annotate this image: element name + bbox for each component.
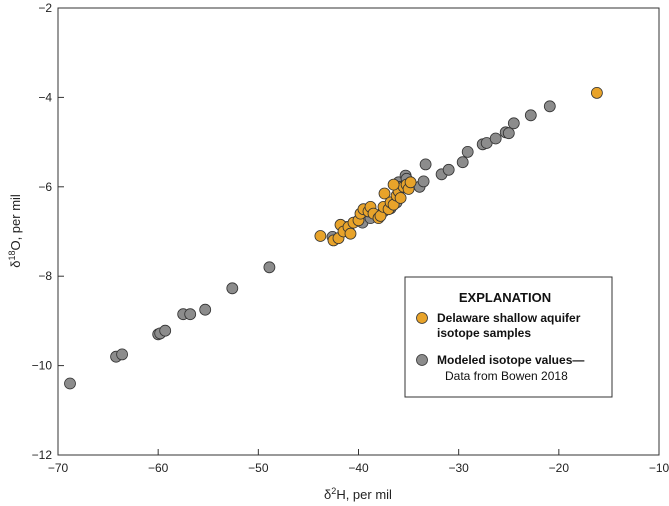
- legend-marker-delaware: [416, 312, 428, 324]
- point-modeled-value: [226, 282, 239, 295]
- point-delaware-sample: [591, 87, 603, 99]
- point-modeled-value: [263, 261, 276, 274]
- x-tick-label: −60: [148, 461, 169, 475]
- x-tick-label: −30: [448, 461, 469, 475]
- point-delaware-sample: [387, 178, 400, 191]
- point-delaware-sample: [394, 192, 407, 204]
- y-axis-title: δ18O, per mil: [7, 194, 23, 268]
- x-tick-label: −70: [48, 461, 69, 475]
- legend-label-modeled-line2: Data from Bowen 2018: [445, 369, 568, 383]
- point-modeled-value: [524, 109, 537, 122]
- x-tick-label: −50: [248, 461, 269, 475]
- point-modeled-value: [502, 127, 515, 140]
- y-tick-label: −10: [32, 359, 53, 373]
- point-modeled-value: [442, 163, 455, 176]
- point-delaware-sample: [378, 187, 391, 200]
- point-modeled-value: [64, 377, 76, 390]
- x-tick-label: −20: [549, 461, 570, 475]
- x-tick-label: −10: [649, 461, 669, 475]
- y-tick-label: −8: [38, 269, 52, 283]
- x-axis-ticks: −70 −60 −50 −40 −30 −20 −10: [48, 449, 669, 475]
- legend-label-delaware-line1: Delaware shallow aquifer: [437, 311, 581, 325]
- point-delaware-sample: [344, 227, 357, 240]
- point-modeled-value: [507, 117, 520, 130]
- x-tick-label: −40: [348, 461, 369, 475]
- y-tick-label: −12: [32, 448, 53, 462]
- legend-label-delaware-line2: isotope samples: [437, 326, 531, 340]
- y-tick-label: −6: [38, 180, 52, 194]
- legend-title: EXPLANATION: [459, 290, 551, 305]
- y-tick-label: −2: [38, 1, 52, 15]
- point-modeled-value: [116, 348, 128, 361]
- point-modeled-value: [543, 100, 556, 113]
- point-delaware-sample: [314, 230, 327, 242]
- point-modeled-value: [199, 303, 212, 316]
- y-tick-label: −4: [38, 90, 52, 104]
- legend-marker-modeled: [416, 354, 428, 366]
- point-delaware-sample: [404, 176, 417, 189]
- point-modeled-value: [461, 145, 474, 158]
- point-modeled-value: [159, 324, 172, 337]
- x-axis-title: δ2H, per mil: [324, 486, 392, 502]
- legend-box: [404, 276, 613, 398]
- point-modeled-value: [184, 308, 197, 321]
- point-modeled-value: [419, 158, 432, 171]
- point-modeled-value: [417, 175, 430, 188]
- point-modeled-value: [456, 156, 469, 169]
- point-modeled-value: [489, 132, 502, 145]
- data-points: [64, 87, 603, 390]
- legend: EXPLANATION Delaware shallow aquifer iso…: [404, 276, 613, 398]
- y-axis-ticks: −12 −10 −8 −6 −4 −2: [32, 1, 64, 462]
- legend-label-modeled-line1: Modeled isotope values—: [437, 353, 584, 367]
